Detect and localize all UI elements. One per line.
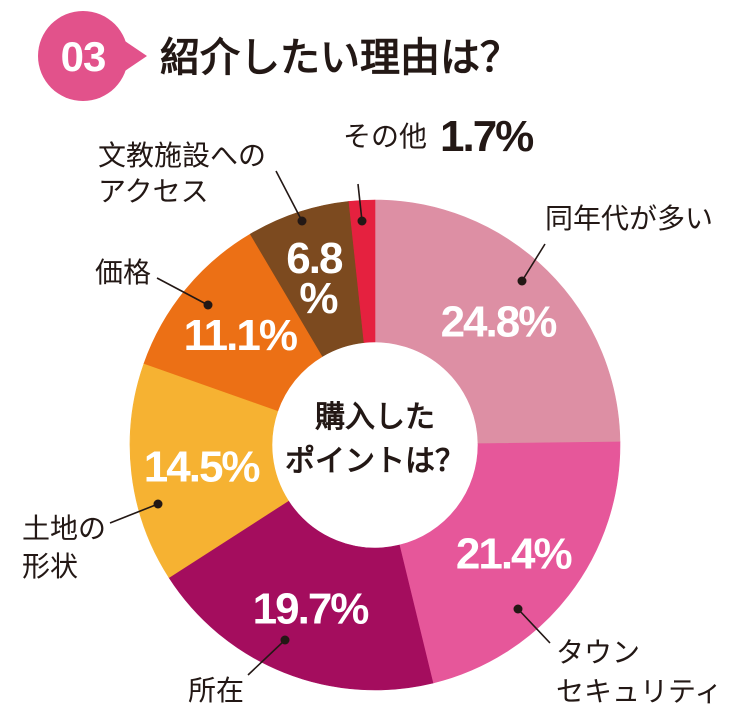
leader-line-same-generation (521, 243, 546, 282)
data-label-same-generation: 24.8% (441, 297, 557, 346)
callout-location: 所在 (188, 635, 290, 707)
callout-label-other: その他 (343, 120, 427, 153)
leader-line-price (156, 277, 209, 306)
data-label-school-access: 6.8% (286, 234, 343, 323)
center-label-line-2: ポイントは？ (285, 444, 465, 479)
leader-dot-school-access (297, 216, 307, 226)
callout-label-town-security-line-2: セキュリティ (556, 675, 722, 708)
donut-slice-town-security (398, 441, 621, 684)
callout-same-generation: 同年代が多い (517, 202, 713, 286)
leader-dot-land-shape (153, 499, 163, 509)
data-labels: 24.8% 21.4% 19.7% 14.5% 11.1%6.8 % 1.7% (144, 112, 574, 634)
leader-line-school-access (275, 170, 303, 222)
callout-label-land-shape-line-1: 土地の (22, 512, 106, 545)
chart-title: 紹介したい理由は？ (160, 35, 520, 81)
callout-land-shape: 土地の 形状 (22, 499, 163, 583)
badge-number: 03 (61, 33, 106, 80)
callout-label-school-access-line-2: アクセス (98, 175, 209, 208)
callout-label-town-security-line-1: タウン (556, 636, 640, 669)
callout-town-security: タウン セキュリティ (513, 604, 722, 708)
donut-slices (129, 199, 621, 691)
data-label-town-security: 21.4% (456, 529, 572, 578)
callouts: 同年代が多い タウン セキュリティ 所在 土地の 形状 価格 文教 (22, 120, 722, 708)
donut-slice-land-shape (129, 363, 289, 578)
callout-label-same-generation: 同年代が多い (545, 202, 713, 235)
leader-line-land-shape (109, 503, 159, 524)
callout-label-price: 価格 (95, 256, 151, 289)
leader-dot-other (357, 216, 367, 226)
donut-slice-same-generation (374, 199, 621, 445)
leader-dot-location (280, 635, 290, 645)
data-label-location: 19.7% (253, 585, 369, 634)
leader-line-other (357, 183, 363, 222)
badge-pointer (116, 35, 147, 77)
section-badge: 03 (38, 11, 147, 101)
callout-label-land-shape-line-2: 形状 (22, 550, 78, 583)
callout-other: その他 (343, 120, 427, 226)
callout-school-access: 文教施設への アクセス (98, 139, 307, 226)
data-label-other: 1.7% (440, 112, 533, 161)
badge-circle (38, 11, 128, 101)
data-label-land-shape: 14.5% (144, 442, 260, 491)
header: 03 紹介したい理由は？ (38, 11, 520, 101)
callout-label-school-access-line-1: 文教施設への (98, 139, 266, 172)
donut-slice-location (168, 500, 434, 691)
leader-line-location (247, 639, 286, 676)
donut-slice-other (348, 199, 376, 343)
center-label-line-1: 購入した (315, 400, 435, 435)
data-label-price: 11.1% (184, 311, 297, 360)
center-label: 購入した ポイントは？ (285, 400, 465, 479)
donut-slice-price (143, 233, 323, 412)
leader-dot-price (203, 300, 213, 310)
leader-dot-same-generation (517, 276, 527, 286)
leader-dot-town-security (513, 604, 523, 614)
callout-price: 価格 (95, 256, 213, 310)
leader-line-town-security (517, 608, 551, 644)
callout-label-location: 所在 (188, 674, 244, 707)
